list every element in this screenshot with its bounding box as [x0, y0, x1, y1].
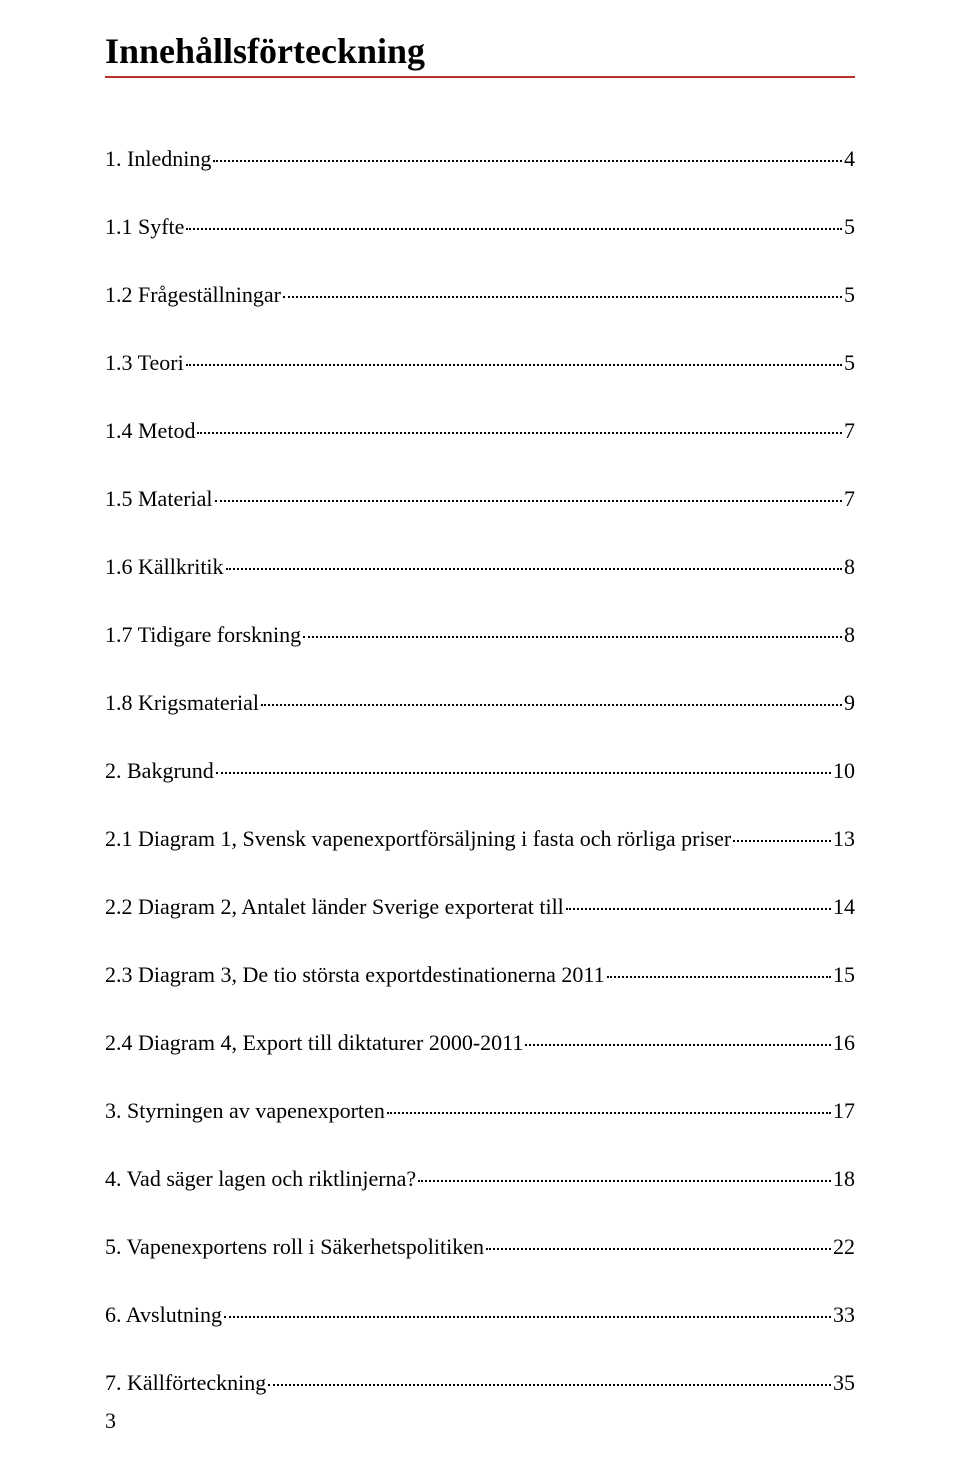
toc-entry-text: 1.8 Krigsmaterial: [105, 692, 259, 714]
toc-leader-dots: [566, 908, 831, 910]
toc-leader-dots: [226, 568, 842, 570]
toc-leader-dots: [387, 1112, 831, 1114]
toc-entry: 2.1 Diagram 1, Svensk vapenexportförsälj…: [105, 828, 855, 850]
toc-entry-text: 1.4 Metod: [105, 420, 195, 442]
toc-entry-text: 7. Källförteckning: [105, 1372, 266, 1394]
toc-entry-page: 8: [844, 556, 855, 578]
document-page: Innehållsförteckning 1. Inledning 4 1.1 …: [0, 0, 960, 1472]
toc-entry-text: 2.1 Diagram 1, Svensk vapenexportförsälj…: [105, 828, 731, 850]
toc-entry-text: 2. Bakgrund: [105, 760, 214, 782]
toc-entry-page: 8: [844, 624, 855, 646]
toc-entry: 7. Källförteckning 35: [105, 1372, 855, 1394]
toc-leader-dots: [186, 364, 842, 366]
toc-entry-page: 16: [833, 1032, 855, 1054]
toc-entry: 1.5 Material 7: [105, 488, 855, 510]
toc-entry: 2.3 Diagram 3, De tio största exportdest…: [105, 964, 855, 986]
toc-leader-dots: [525, 1044, 831, 1046]
toc-entry: 6. Avslutning 33: [105, 1304, 855, 1326]
toc-entry: 4. Vad säger lagen och riktlinjerna? 18: [105, 1168, 855, 1190]
toc-entry-page: 7: [844, 420, 855, 442]
toc-entry-text: 1.6 Källkritik: [105, 556, 224, 578]
toc-entry-page: 13: [833, 828, 855, 850]
toc-entry-page: 33: [833, 1304, 855, 1326]
toc-entry-text: 1.1 Syfte: [105, 216, 184, 238]
toc-entry-text: 2.4 Diagram 4, Export till diktaturer 20…: [105, 1032, 523, 1054]
toc-leader-dots: [213, 160, 842, 162]
toc-leader-dots: [216, 772, 831, 774]
toc-entry-page: 5: [844, 216, 855, 238]
toc-entry-page: 9: [844, 692, 855, 714]
toc-entry-text: 1.2 Frågeställningar: [105, 284, 281, 306]
toc-leader-dots: [607, 976, 831, 978]
table-of-contents: 1. Inledning 4 1.1 Syfte 5 1.2 Frågestäl…: [105, 148, 855, 1394]
toc-leader-dots: [486, 1248, 831, 1250]
toc-entry-text: 1. Inledning: [105, 148, 211, 170]
toc-entry: 1. Inledning 4: [105, 148, 855, 170]
toc-entry-page: 5: [844, 352, 855, 374]
toc-entry-page: 4: [844, 148, 855, 170]
toc-leader-dots: [261, 704, 842, 706]
toc-entry-text: 2.2 Diagram 2, Antalet länder Sverige ex…: [105, 896, 564, 918]
toc-leader-dots: [268, 1384, 831, 1386]
toc-entry-page: 18: [833, 1168, 855, 1190]
toc-entry: 2.2 Diagram 2, Antalet länder Sverige ex…: [105, 896, 855, 918]
toc-entry-text: 5. Vapenexportens roll i Säkerhetspoliti…: [105, 1236, 484, 1258]
toc-leader-dots: [224, 1316, 831, 1318]
toc-entry: 2. Bakgrund 10: [105, 760, 855, 782]
toc-entry: 1.8 Krigsmaterial 9: [105, 692, 855, 714]
toc-entry: 1.7 Tidigare forskning 8: [105, 624, 855, 646]
toc-entry: 2.4 Diagram 4, Export till diktaturer 20…: [105, 1032, 855, 1054]
toc-entry: 1.1 Syfte 5: [105, 216, 855, 238]
title-rule: [105, 76, 855, 78]
toc-entry: 5. Vapenexportens roll i Säkerhetspoliti…: [105, 1236, 855, 1258]
page-title: Innehållsförteckning: [105, 30, 855, 72]
toc-leader-dots: [283, 296, 842, 298]
toc-entry-text: 2.3 Diagram 3, De tio största exportdest…: [105, 964, 605, 986]
toc-leader-dots: [215, 500, 842, 502]
toc-entry-text: 1.5 Material: [105, 488, 213, 510]
toc-entry-page: 15: [833, 964, 855, 986]
toc-leader-dots: [733, 840, 831, 842]
toc-entry-text: 4. Vad säger lagen och riktlinjerna?: [105, 1168, 416, 1190]
toc-entry-page: 22: [833, 1236, 855, 1258]
toc-entry-page: 10: [833, 760, 855, 782]
toc-entry-page: 7: [844, 488, 855, 510]
toc-entry-page: 14: [833, 896, 855, 918]
toc-entry: 3. Styrningen av vapenexporten 17: [105, 1100, 855, 1122]
toc-entry: 1.4 Metod 7: [105, 420, 855, 442]
toc-entry-page: 17: [833, 1100, 855, 1122]
toc-entry-page: 5: [844, 284, 855, 306]
toc-entry-text: 1.3 Teori: [105, 352, 184, 374]
toc-entry-text: 6. Avslutning: [105, 1304, 222, 1326]
toc-leader-dots: [186, 228, 842, 230]
toc-leader-dots: [303, 636, 842, 638]
toc-entry-page: 35: [833, 1372, 855, 1394]
toc-leader-dots: [197, 432, 842, 434]
toc-entry: 1.2 Frågeställningar 5: [105, 284, 855, 306]
toc-entry-text: 3. Styrningen av vapenexporten: [105, 1100, 385, 1122]
toc-entry-text: 1.7 Tidigare forskning: [105, 624, 301, 646]
toc-leader-dots: [418, 1180, 831, 1182]
toc-entry: 1.3 Teori 5: [105, 352, 855, 374]
page-number: 3: [105, 1408, 116, 1434]
toc-entry: 1.6 Källkritik 8: [105, 556, 855, 578]
